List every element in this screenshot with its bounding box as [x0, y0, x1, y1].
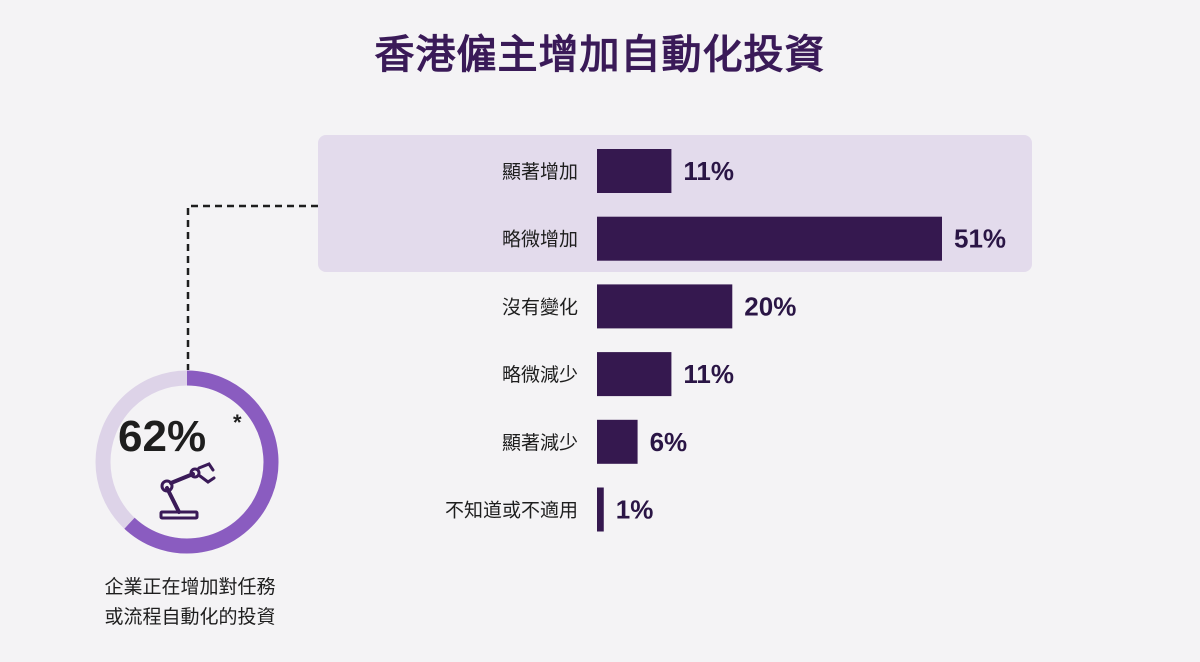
stat-caption: 企業正在增加對任務 或流程自動化的投資 — [60, 572, 320, 632]
value-label: 1% — [616, 495, 654, 525]
bar — [597, 149, 672, 193]
stat-caption-line-1: 企業正在增加對任務 — [104, 576, 276, 598]
category-label: 不知道或不適用 — [445, 500, 578, 522]
stat-footnote-marker: * — [233, 410, 242, 435]
stat-caption-line-2: 或流程自動化的投資 — [104, 606, 276, 628]
value-label: 6% — [650, 427, 688, 457]
category-label: 略微增加 — [502, 229, 578, 251]
value-label: 11% — [683, 359, 734, 389]
category-label: 沒有變化 — [502, 296, 578, 318]
value-label: 11% — [683, 156, 734, 186]
category-label: 略微減少 — [502, 364, 578, 386]
bar — [597, 352, 672, 397]
category-label: 顯著增加 — [502, 161, 578, 183]
stat-value: 62% — [118, 412, 207, 461]
category-label: 顯著減少 — [502, 432, 578, 454]
bar — [597, 487, 604, 532]
bar — [597, 419, 638, 464]
value-label: 51% — [954, 224, 1006, 254]
chart-title: 香港僱主增加自動化投資 — [374, 32, 826, 78]
bar — [597, 284, 733, 329]
ring-fill — [124, 370, 279, 554]
value-label: 20% — [744, 291, 796, 321]
bar — [597, 216, 942, 261]
robot-arm-icon — [159, 462, 216, 520]
